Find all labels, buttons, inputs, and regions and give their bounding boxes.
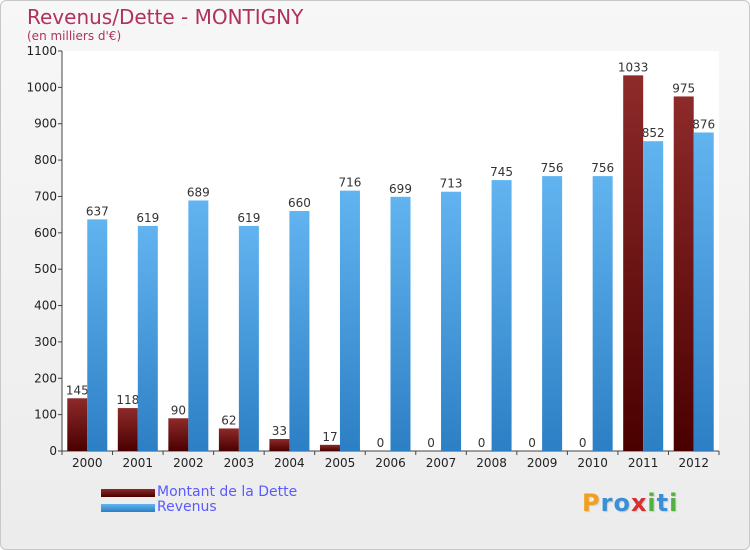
legend-item-revenus: Revenus	[101, 500, 297, 515]
value-label-revenus: 745	[490, 165, 513, 179]
value-label-revenus: 699	[389, 182, 412, 196]
value-label-dette: 118	[116, 393, 139, 407]
bar-revenus	[643, 141, 664, 451]
y-tick-label: 1100	[26, 44, 57, 58]
value-label-dette: 0	[478, 436, 486, 450]
value-label-revenus: 689	[187, 185, 210, 199]
x-tick-label: 2001	[123, 456, 154, 470]
legend: Montant de la Dette Revenus	[101, 485, 297, 515]
legend-label-dette: Montant de la Dette	[157, 484, 298, 500]
y-tick-label: 100	[34, 408, 57, 422]
value-label-revenus: 619	[136, 211, 159, 225]
value-label-revenus: 876	[692, 117, 715, 131]
y-tick-label: 200	[34, 371, 57, 385]
bar-dette	[168, 418, 189, 451]
value-label-revenus: 716	[339, 176, 362, 190]
y-tick-label: 0	[49, 444, 57, 458]
bar-revenus	[188, 200, 209, 451]
value-label-dette: 145	[66, 383, 89, 397]
bar-revenus	[390, 196, 411, 451]
y-tick-label: 800	[34, 153, 57, 167]
y-tick-label: 900	[34, 117, 57, 131]
bar-dette	[623, 75, 644, 451]
value-label-dette: 0	[377, 436, 385, 450]
logo-letter: o	[613, 489, 631, 517]
x-tick-label: 2007	[426, 456, 457, 470]
proxiti-logo: Proxiti	[582, 489, 678, 517]
value-label-dette: 90	[171, 403, 186, 417]
logo-letter: P	[582, 489, 601, 517]
x-tick-label: 2000	[72, 456, 103, 470]
value-label-revenus: 713	[440, 177, 463, 191]
chart-title: Revenus/Dette - MONTIGNY	[27, 5, 304, 29]
legend-swatch-revenus	[101, 503, 155, 512]
bar-dette	[218, 428, 239, 451]
value-label-dette: 62	[221, 413, 236, 427]
y-tick-label: 600	[34, 226, 57, 240]
logo-letter: i	[669, 489, 679, 517]
bar-revenus	[592, 176, 613, 451]
value-label-revenus: 852	[642, 126, 665, 140]
y-tick-label: 700	[34, 189, 57, 203]
y-tick-label: 300	[34, 335, 57, 349]
x-tick-label: 2004	[274, 456, 305, 470]
x-tick-label: 2012	[678, 456, 709, 470]
value-label-dette: 0	[528, 436, 536, 450]
logo-letter: r	[600, 489, 614, 517]
value-label-revenus: 619	[237, 211, 260, 225]
value-label-dette: 17	[322, 430, 337, 444]
bar-revenus	[441, 191, 462, 451]
bar-revenus	[137, 225, 158, 451]
x-tick-label: 2011	[628, 456, 659, 470]
logo-letter: x	[630, 489, 648, 517]
x-tick-label: 2008	[476, 456, 507, 470]
chart-subtitle: (en milliers d'€)	[27, 29, 122, 43]
value-label-revenus: 637	[86, 204, 109, 218]
value-label-dette: 33	[272, 424, 287, 438]
logo-letter: i	[647, 489, 657, 517]
bar-dette	[269, 439, 290, 451]
bar-revenus	[542, 176, 563, 451]
value-label-dette: 1033	[618, 60, 649, 74]
value-label-revenus: 756	[591, 161, 614, 175]
y-tick-label: 500	[34, 262, 57, 276]
bar-dette	[673, 96, 694, 452]
value-label-dette: 975	[672, 81, 695, 95]
y-tick-label: 1000	[26, 80, 57, 94]
bar-revenus	[491, 180, 512, 451]
value-label-dette: 0	[579, 436, 587, 450]
bar-revenus	[87, 219, 108, 451]
value-label-dette: 0	[427, 436, 435, 450]
x-tick-label: 2010	[577, 456, 608, 470]
legend-label-revenus: Revenus	[157, 499, 217, 515]
bar-dette	[319, 444, 340, 451]
x-tick-label: 2009	[527, 456, 558, 470]
bar-revenus	[289, 211, 310, 451]
legend-swatch-dette	[101, 488, 155, 497]
value-label-revenus: 660	[288, 196, 311, 210]
bar-revenus	[339, 190, 360, 452]
x-tick-label: 2005	[325, 456, 356, 470]
y-tick-label: 400	[34, 299, 57, 313]
x-tick-label: 2003	[224, 456, 255, 470]
bar-dette	[67, 398, 88, 451]
logo-letter: t	[656, 489, 670, 517]
bar-revenus	[693, 132, 714, 452]
legend-item-dette: Montant de la Dette	[101, 485, 297, 500]
x-tick-label: 2006	[375, 456, 406, 470]
value-label-revenus: 756	[541, 161, 564, 175]
bar-dette	[117, 408, 138, 451]
bar-revenus	[238, 225, 259, 451]
x-tick-label: 2002	[173, 456, 204, 470]
